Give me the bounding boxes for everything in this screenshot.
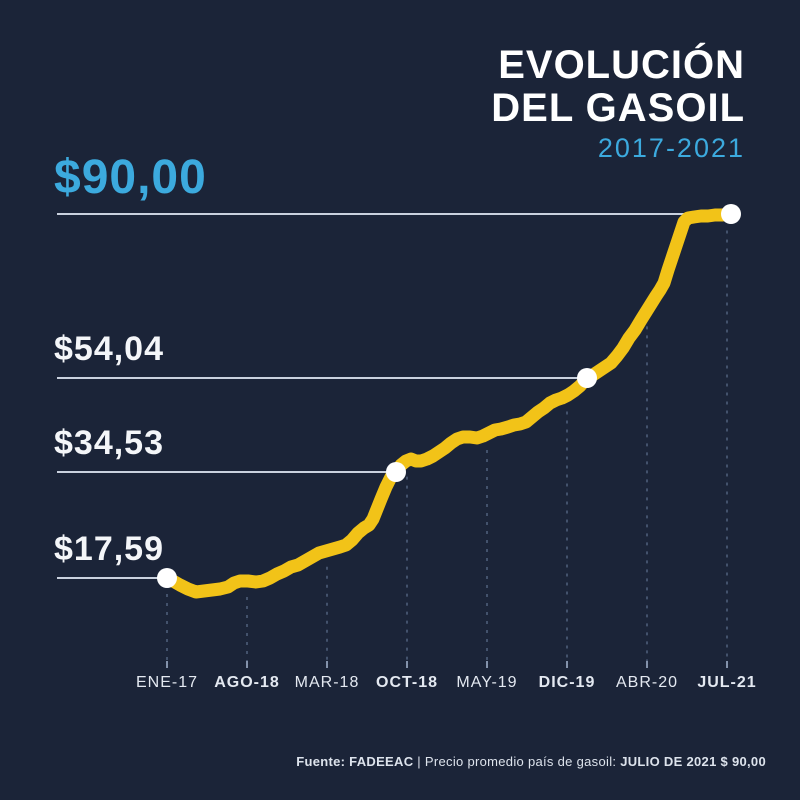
title-period: 2017-2021 — [597, 133, 745, 163]
y-value-label: $54,04 — [54, 330, 164, 368]
source-footer: Fuente: FADEEAC | Precio promedio país d… — [281, 739, 766, 784]
footer-source: Fuente: FADEEAC — [296, 754, 414, 769]
key-point-dot — [721, 204, 741, 224]
title-line-1: EVOLUCIÓN — [498, 43, 745, 87]
title-line-2: DEL GASOIL — [491, 86, 745, 130]
key-point-dot — [577, 368, 597, 388]
x-axis-label: ENE-17 — [135, 674, 199, 691]
y-value-label: $17,59 — [54, 530, 164, 568]
y-value-label: $34,53 — [54, 424, 164, 462]
x-axis-label: DIC-19 — [538, 674, 596, 691]
x-axis-label: ABR-20 — [615, 674, 679, 691]
x-axis-label: MAY-19 — [456, 674, 518, 691]
footer-description: | Precio promedio país de gasoil: — [413, 754, 621, 769]
y-value-label: $90,00 — [54, 151, 207, 204]
key-point-dot — [157, 568, 177, 588]
key-point-dot — [386, 462, 406, 482]
x-axis-label: AGO-18 — [214, 674, 280, 691]
price-line — [160, 207, 738, 599]
chart-title: EVOLUCIÓN DEL GASOIL 2017-2021 — [491, 44, 745, 166]
x-axis-label: MAR-18 — [294, 674, 360, 691]
x-axis-label: OCT-18 — [375, 674, 439, 691]
footer-latest-value: JULIO DE 2021 $ 90,00 — [620, 754, 766, 769]
x-axis-label: JUL-21 — [697, 674, 757, 691]
